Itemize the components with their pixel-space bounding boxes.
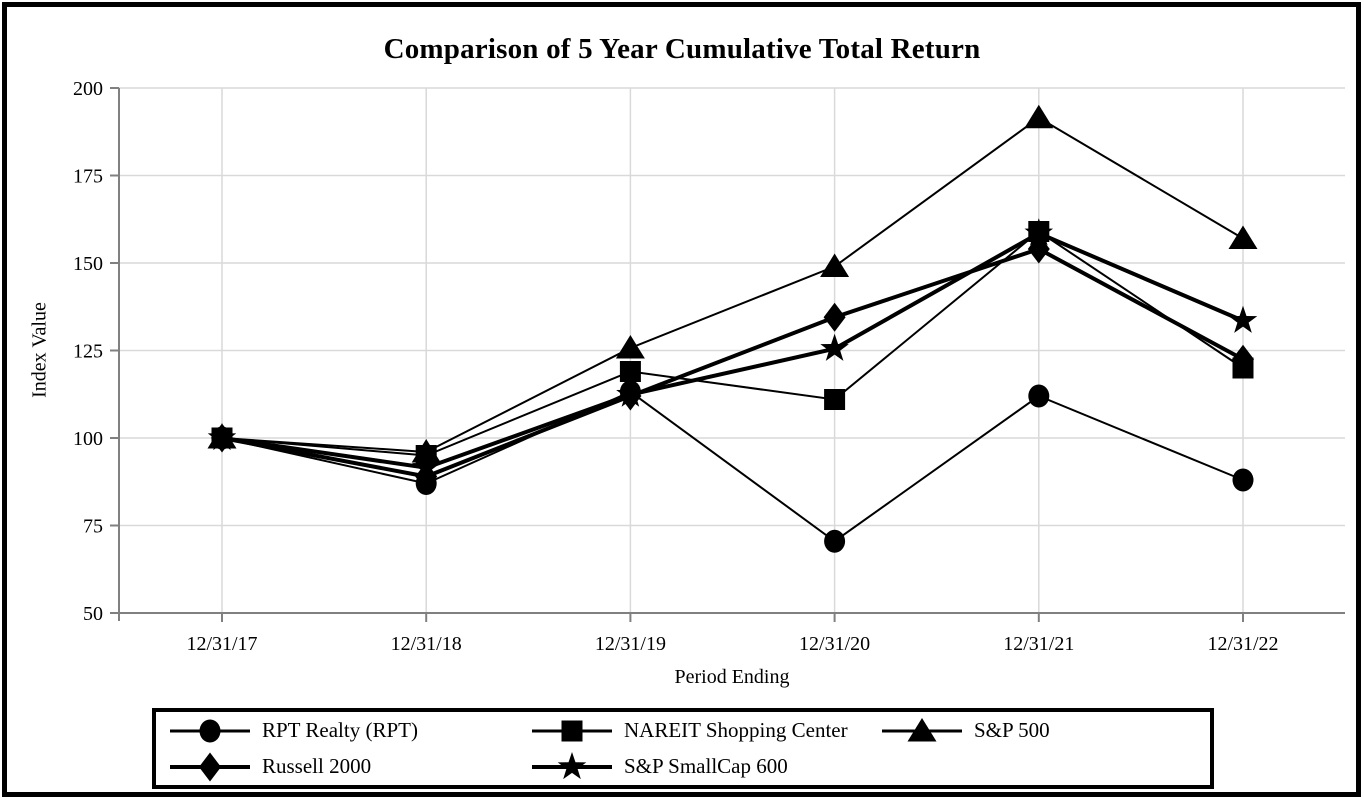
rpt-realty-rpt-marker-4 — [1028, 384, 1050, 408]
legend-item-rpt-realty: RPT Realty (RPT) — [170, 713, 532, 749]
series-nareit-shopping-center — [211, 221, 1254, 466]
legend-label-sp-500: S&P 500 — [974, 718, 1050, 742]
x-tick-label-12-31-19: 12/31/19 — [595, 633, 666, 655]
s-p-500-marker-3 — [820, 253, 850, 277]
nareit-shopping-center-marker-0 — [211, 427, 233, 449]
star-marker-icon — [532, 751, 612, 779]
s-p-smallcap-600-marker-3 — [820, 333, 849, 361]
s-p-smallcap-600-legend-marker — [557, 751, 587, 779]
x-tick-label-12-31-21: 12/31/21 — [1003, 633, 1074, 655]
legend-label-rpt-realty: RPT Realty (RPT) — [262, 718, 418, 742]
series-line-nareit-shopping-center — [221, 230, 1244, 457]
x-tick-label-12-31-18: 12/31/18 — [391, 633, 462, 655]
y-tick-label-100: 100 — [73, 428, 103, 450]
triangle-marker-icon — [882, 717, 962, 741]
nareit-shopping-center-marker-3 — [824, 389, 846, 410]
x-tick-label-12-31-22: 12/31/22 — [1207, 633, 1278, 655]
y-tick-label-50: 50 — [83, 603, 103, 625]
series-s-p-smallcap-600 — [207, 218, 1258, 480]
russell-2000-marker-2 — [619, 381, 642, 411]
rpt-realty-rpt-marker-5 — [1232, 468, 1254, 492]
series-line-s-p-smallcap-600 — [221, 231, 1244, 470]
x-tick-label-12-31-17: 12/31/17 — [186, 633, 257, 655]
legend-label-nareit-shopping-center: NAREIT Shopping Center — [624, 718, 848, 742]
x-tick-label-12-31-20: 12/31/20 — [799, 633, 870, 655]
s-p-500-marker-2 — [615, 335, 645, 359]
s-p-500-marker-5 — [1228, 225, 1258, 249]
russell-2000-marker-3 — [823, 302, 846, 332]
nareit-shopping-center-marker-1 — [415, 445, 437, 466]
nareit-shopping-center-marker-2 — [619, 361, 641, 382]
s-p-smallcap-600-marker-5 — [1228, 305, 1258, 333]
nareit-shopping-center-marker-5 — [1232, 357, 1254, 379]
rpt-realty-rpt-marker-3 — [824, 529, 846, 553]
legend-item-sp-smallcap-600: S&P SmallCap 600 — [532, 749, 882, 785]
russell-2000-marker-1 — [415, 462, 438, 491]
chart-title: Comparison of 5 Year Cumulative Total Re… — [383, 33, 981, 66]
legend-label-sp-smallcap-600: S&P SmallCap 600 — [624, 754, 788, 778]
y-tick-label-75: 75 — [83, 516, 103, 538]
y-tick-label-125: 125 — [73, 341, 103, 363]
nareit-shopping-center-marker-4 — [1028, 221, 1050, 242]
legend: RPT Realty (RPT) NAREIT Shopping Center … — [152, 708, 1214, 789]
y-tick-label-150: 150 — [73, 253, 103, 275]
legend-item-sp-500: S&P 500 — [882, 713, 1210, 749]
legend-item-nareit-shopping-center: NAREIT Shopping Center — [532, 713, 882, 749]
rpt-realty-rpt-legend-marker — [199, 719, 221, 742]
nareit-shopping-center-legend-marker — [561, 720, 583, 741]
russell-2000-legend-marker — [199, 752, 221, 781]
s-p-500-legend-marker — [907, 717, 937, 741]
legend-label-russell-2000: Russell 2000 — [262, 754, 372, 778]
series-line-russell-2000 — [221, 246, 1244, 479]
legend-item-russell-2000: Russell 2000 — [170, 749, 532, 785]
series-line-s-p-500 — [221, 116, 1244, 454]
series-line-rpt-realty-rpt — [221, 390, 1244, 543]
y-tick-label-175: 175 — [73, 166, 103, 188]
x-axis-title: Period Ending — [674, 666, 790, 688]
diamond-marker-icon — [170, 752, 250, 781]
square-marker-icon — [532, 720, 612, 741]
y-tick-label-200: 200 — [73, 78, 103, 100]
s-p-500-marker-4 — [1024, 104, 1054, 129]
series-russell-2000 — [211, 234, 1254, 491]
circle-marker-icon — [170, 719, 250, 742]
